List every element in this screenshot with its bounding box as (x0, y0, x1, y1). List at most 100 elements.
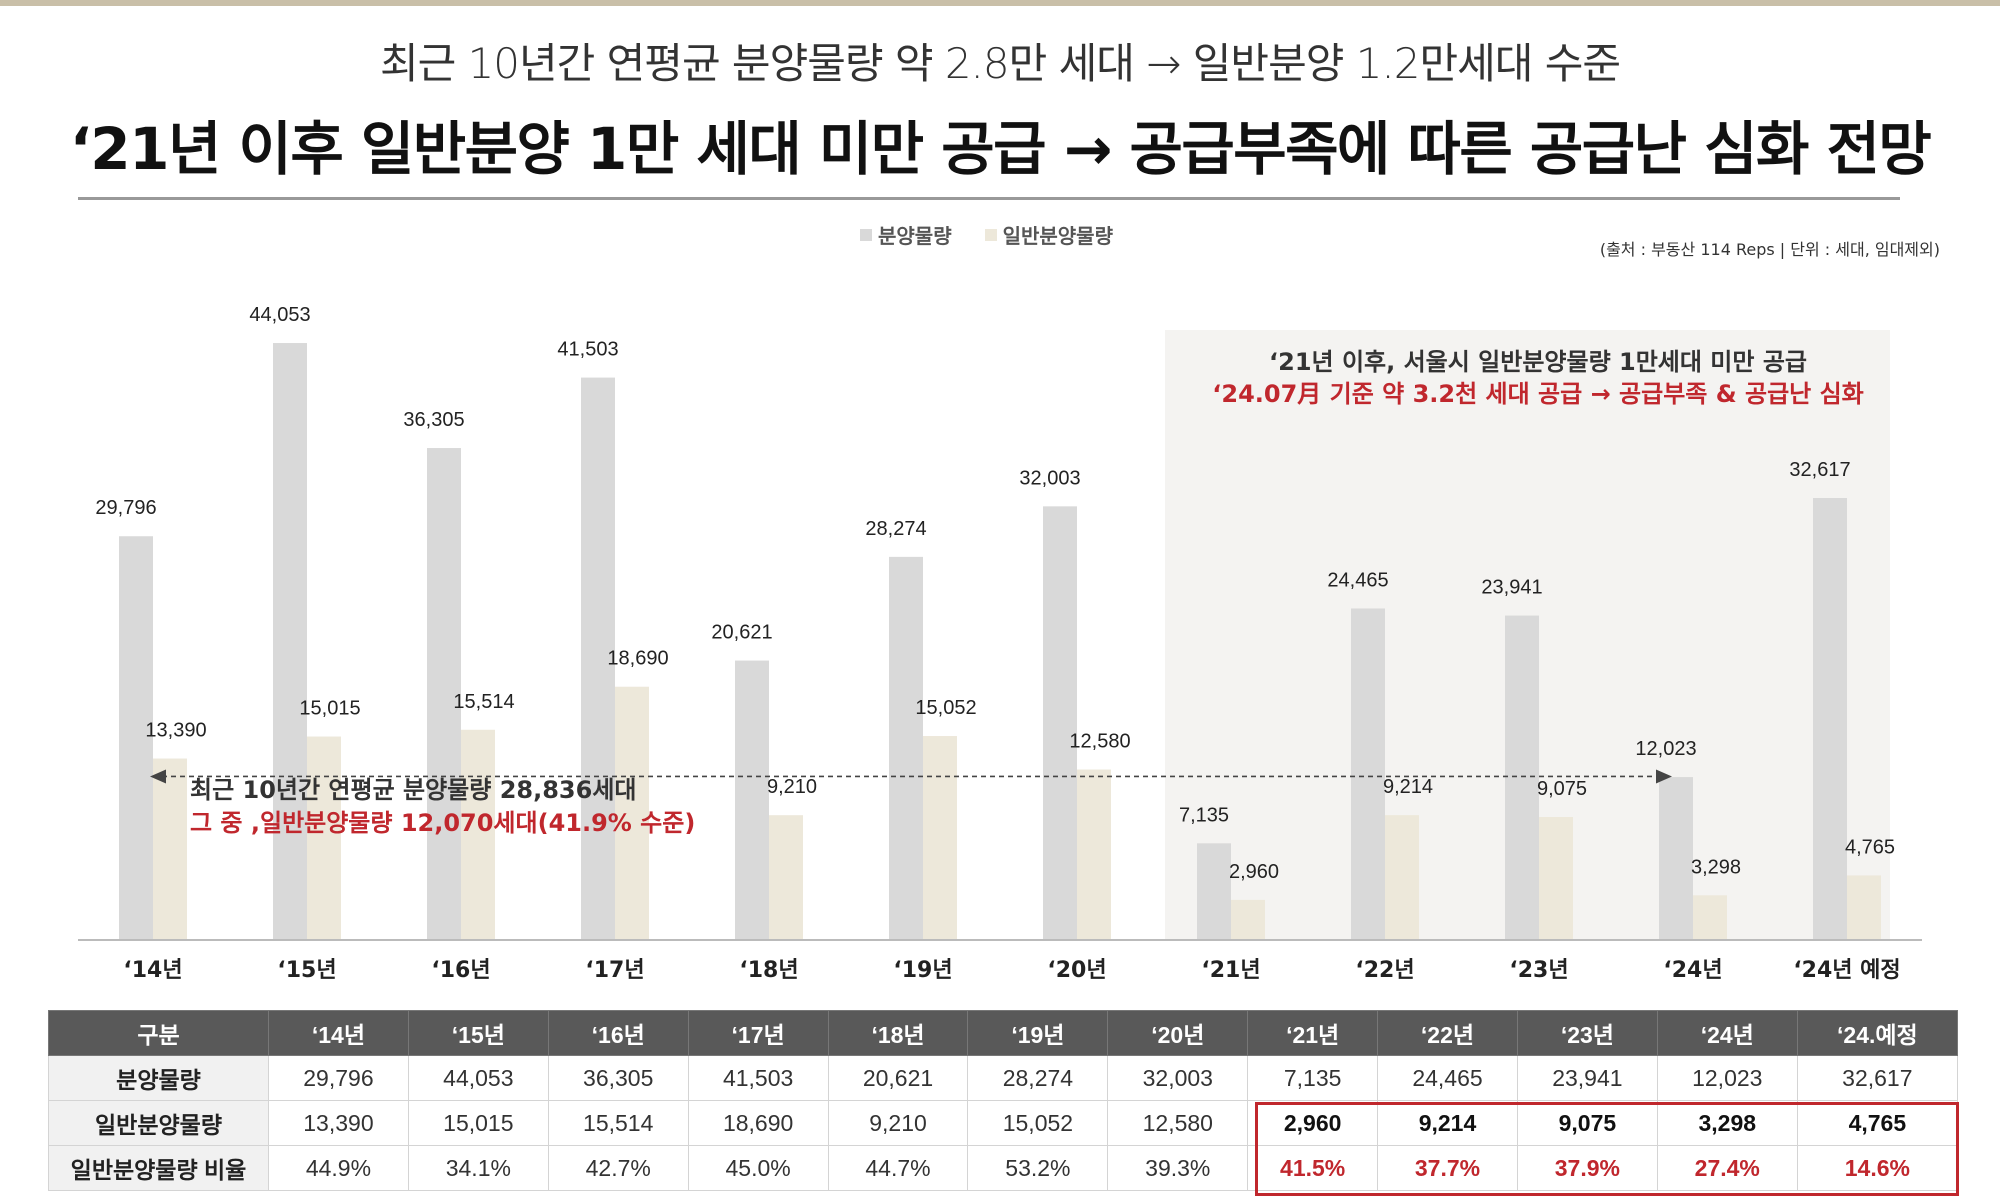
reference-arrow-left (150, 769, 166, 784)
table-cell: 37.9% (1516, 1145, 1658, 1191)
bar-general-1 (307, 736, 341, 940)
bar-chart: 29,796 13,390 ‘14년 44,053 15,015 ‘15년 36,305 15… (78, 304, 1922, 983)
data-label-general-0: 13,390 (145, 720, 206, 742)
legend-item-series2: 일반분양물량 (984, 221, 1113, 248)
data-label-supply-11: 32,617 (1789, 459, 1850, 481)
bar-general-4 (769, 815, 803, 940)
table-cell: 53.2% (967, 1145, 1109, 1191)
data-label-supply-7: 7,135 (1179, 804, 1229, 826)
table-cell: 4,765 (1796, 1100, 1959, 1146)
table-cell: 32,617 (1796, 1055, 1959, 1101)
table-header-cell: ‘24.예정 (1796, 1010, 1959, 1056)
average-note-general: 그 중 ,일반분양물량 12,070세대(41.9% 수준) (190, 809, 696, 837)
table-row-label: 일반분양물량 (48, 1100, 269, 1146)
bar-general-8 (1385, 815, 1419, 940)
bar-supply-8 (1351, 608, 1385, 940)
legend-swatch-series2 (984, 228, 997, 241)
data-label-general-5: 15,052 (915, 697, 976, 719)
bar-supply-9 (1505, 615, 1539, 940)
data-label-general-7: 2,960 (1229, 861, 1279, 883)
table-header-cell: ‘17년 (687, 1010, 829, 1056)
data-label-general-9: 9,075 (1537, 778, 1587, 800)
chart-legend: 분양물량 일반분양물량 (860, 220, 1139, 249)
data-label-supply-2: 36,305 (403, 409, 464, 431)
table-cell: 39.3% (1107, 1145, 1249, 1191)
table-header-row: 구분 ‘14년 ‘15년 ‘16년 ‘17년 ‘18년 ‘19년 ‘20년 ‘21년 ‘22년 ‘2… (48, 1010, 1959, 1056)
bar-general-5 (923, 736, 957, 940)
table-cell: 14.6% (1796, 1145, 1959, 1191)
x-tick-label-0: ‘14년 (123, 958, 182, 983)
data-label-general-6: 12,580 (1069, 731, 1130, 753)
table-cell: 28,274 (967, 1055, 1109, 1101)
table-cell: 15,052 (967, 1100, 1109, 1146)
x-tick-label-7: ‘21년 (1201, 958, 1260, 983)
table-cell: 29,796 (268, 1055, 409, 1101)
data-label-general-2: 15,514 (453, 691, 514, 713)
bar-supply-3 (581, 377, 615, 940)
data-label-general-8: 9,214 (1383, 776, 1433, 798)
table-row: 일반분양물량 비율 44.9% 34.1% 42.7% 45.0% 44.7% 53.2% 3… (48, 1145, 1959, 1191)
table-body: 분양물량 29,796 44,053 36,305 41,503 20,621 28,274… (48, 1055, 1959, 1191)
source-note: (출처 : 부동산 114 Reps | 단위 : 세대, 임대제외) (1599, 240, 1940, 259)
table-cell: 37.7% (1377, 1145, 1518, 1191)
data-label-general-3: 18,690 (607, 648, 668, 670)
bar-general-11 (1847, 875, 1881, 940)
data-label-supply-10: 12,023 (1635, 738, 1696, 760)
table-cell: 36,305 (547, 1055, 689, 1101)
table-cell: 15,015 (407, 1100, 549, 1146)
table-cell: 15,514 (547, 1100, 689, 1146)
data-label-general-10: 3,298 (1691, 856, 1741, 878)
bar-supply-2 (427, 448, 461, 940)
legend-label-series1: 분양물량 (878, 224, 952, 248)
table-header-cell: ‘14년 (268, 1010, 409, 1056)
top-accent-strip (0, 0, 2000, 6)
table-cell: 44.7% (827, 1145, 969, 1191)
table-cell: 44.9% (268, 1145, 409, 1191)
table-cell: 12,580 (1107, 1100, 1249, 1146)
table-header-cell: ‘20년 (1107, 1010, 1249, 1056)
table-cell: 27.4% (1656, 1145, 1798, 1191)
x-tick-label-2: ‘16년 (431, 958, 490, 983)
table-cell: 3,298 (1656, 1100, 1798, 1146)
x-tick-label-10: ‘24년 (1663, 958, 1722, 983)
bar-supply-6 (1043, 506, 1077, 940)
data-label-supply-6: 32,003 (1019, 467, 1080, 489)
x-tick-label-6: ‘20년 (1047, 958, 1106, 983)
highlight-box-title: ‘21년 이후, 서울시 일반분양물량 1만세대 미만 공급 (1269, 348, 1807, 376)
x-tick-label-3: ‘17년 (585, 958, 644, 983)
data-label-supply-4: 20,621 (711, 622, 772, 644)
data-label-supply-1: 44,053 (249, 304, 310, 326)
legend-item-series1: 분양물량 (860, 221, 959, 248)
table-highlight-box (1255, 1102, 1959, 1196)
table-cell: 42.7% (547, 1145, 689, 1191)
table-header-cell: ‘23년 (1516, 1010, 1658, 1056)
headline-subtitle: 최근 10년간 연평균 분양물량 약 2.8만 세대 → 일반분양 1.2만세대… (379, 39, 1621, 88)
table-cell: 2,960 (1247, 1100, 1379, 1146)
table-cell: 44,053 (407, 1055, 549, 1101)
table-row: 일반분양물량 13,390 15,015 15,514 18,690 9,210 15,05… (48, 1100, 1959, 1146)
data-label-supply-9: 23,941 (1481, 577, 1542, 599)
data-label-supply-3: 41,503 (557, 339, 618, 361)
table-row-label: 분양물량 (48, 1055, 269, 1101)
bar-supply-1 (273, 343, 307, 940)
data-label-supply-0: 29,796 (95, 497, 156, 519)
table-cell: 12,023 (1656, 1055, 1798, 1101)
x-tick-label-4: ‘18년 (739, 958, 798, 983)
table-cell: 23,941 (1516, 1055, 1658, 1101)
headline-title: ‘21년 이후 일반분양 1만 세대 미만 공급 → 공급부족에 따른 공급난 … (69, 115, 1932, 183)
table-cell: 7,135 (1247, 1055, 1379, 1101)
table-cell: 45.0% (687, 1145, 829, 1191)
table-header-cell: ‘21년 (1247, 1010, 1379, 1056)
table-header-cell: ‘22년 (1377, 1010, 1518, 1056)
x-tick-label-5: ‘19년 (893, 958, 952, 983)
x-tick-label-9: ‘23년 (1509, 958, 1568, 983)
legend-swatch-series1 (860, 228, 872, 241)
table-cell: 20,621 (827, 1055, 969, 1101)
chart-area: 29,796 13,390 ‘14년 44,053 15,015 ‘15년 36,305 15… (0, 250, 2000, 1000)
bar-supply-0 (119, 536, 153, 940)
bar-general-2 (461, 729, 495, 940)
data-label-general-4: 9,210 (767, 776, 817, 798)
table-header-cell: ‘15년 (407, 1010, 549, 1056)
x-tick-label-11: ‘24년 예정 (1793, 958, 1900, 983)
table-cell: 24,465 (1377, 1055, 1518, 1101)
